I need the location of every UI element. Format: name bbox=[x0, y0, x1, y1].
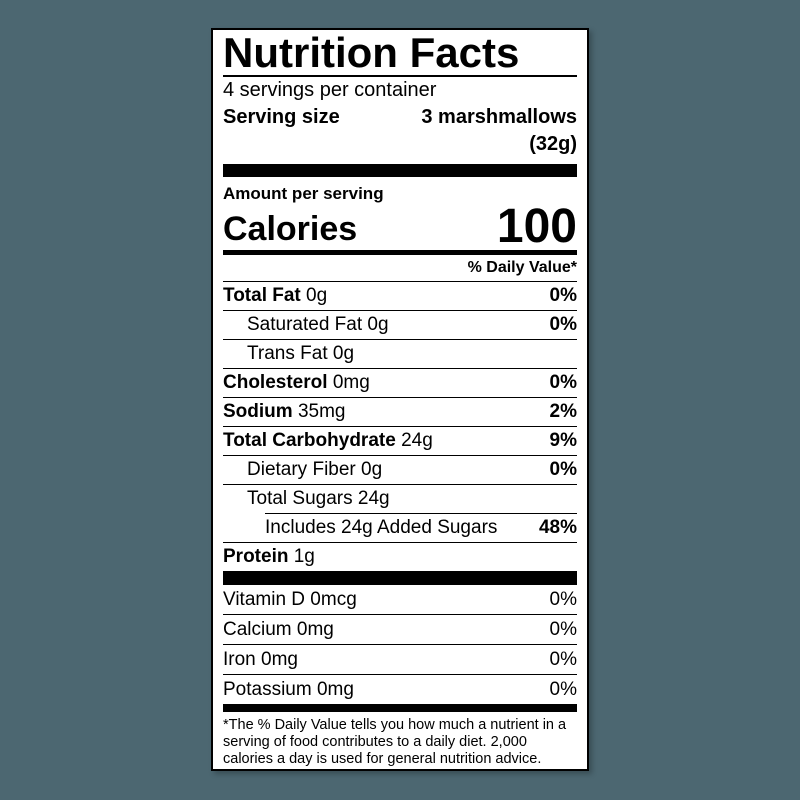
nutrient-amount: 0mg bbox=[296, 619, 334, 640]
nutrient-name: Vitamin D bbox=[223, 589, 306, 610]
nutrient-row-dietary-fiber: Dietary Fiber 0g 0% bbox=[223, 455, 577, 484]
daily-value-header: % Daily Value* bbox=[223, 255, 577, 282]
nutrient-row-saturated-fat: Saturated Fat 0g 0% bbox=[223, 310, 577, 339]
nutrient-amount: 0g bbox=[361, 459, 383, 480]
nutrient-row-sodium: Sodium 35mg 2% bbox=[223, 397, 577, 426]
nutrient-name: Trans Fat bbox=[247, 343, 328, 364]
nutrient-dv: 0% bbox=[549, 679, 577, 700]
nutrient-name: Sodium bbox=[223, 401, 293, 422]
indented-divider bbox=[265, 513, 577, 514]
nutrient-name: Potassium bbox=[223, 679, 312, 700]
title-divider bbox=[223, 75, 577, 77]
nutrient-dv: 48% bbox=[538, 517, 577, 538]
nutrient-dv: 0% bbox=[549, 649, 577, 670]
servings-per-container: 4 servings per container bbox=[223, 79, 437, 101]
nutrient-amount: 0mg bbox=[316, 679, 354, 700]
amount-per-serving-label: Amount per serving bbox=[223, 184, 384, 203]
nutrient-amount: 0mg bbox=[332, 372, 370, 393]
nutrient-name: Iron bbox=[223, 649, 256, 670]
nutrient-name: Includes 24g Added Sugars bbox=[265, 517, 498, 538]
nutrient-row-total-carbohydrate: Total Carbohydrate 24g 9% bbox=[223, 426, 577, 455]
nutrient-amount: 1g bbox=[293, 546, 315, 567]
nutrient-row-protein: Protein 1g bbox=[223, 542, 577, 571]
nutrient-dv: 9% bbox=[549, 430, 577, 451]
nutrient-dv: 0% bbox=[549, 459, 577, 480]
nutrient-name: Total Fat bbox=[223, 285, 301, 306]
nutrient-name: Calcium bbox=[223, 619, 292, 640]
nutrient-row-total-fat: Total Fat 0g 0% bbox=[223, 282, 577, 310]
serving-size-weight: (32g) bbox=[529, 133, 577, 155]
nutrient-dv: 0% bbox=[549, 372, 577, 393]
nutrient-amount: 0mcg bbox=[310, 589, 357, 610]
nutrient-row-cholesterol: Cholesterol 0mg 0% bbox=[223, 368, 577, 397]
nutrient-dv: 0% bbox=[549, 619, 577, 640]
serving-size-value: 3 marshmallows bbox=[421, 106, 577, 128]
nutrient-rows: Total Fat 0g 0% Saturated Fat 0g 0% Tran… bbox=[223, 282, 577, 571]
thick-divider-bar bbox=[223, 164, 577, 177]
nutrient-row-trans-fat: Trans Fat 0g bbox=[223, 339, 577, 368]
nutrient-amount: 0mg bbox=[261, 649, 298, 670]
nutrient-dv: 0% bbox=[549, 314, 577, 335]
medium-divider-bar bbox=[223, 250, 577, 255]
calories-value: 100 bbox=[496, 200, 577, 253]
nutrient-name: Protein bbox=[223, 546, 289, 567]
nutrient-name: Saturated Fat bbox=[247, 314, 363, 335]
micronutrient-rows: Vitamin D 0mcg 0% Calcium 0mg 0% Iron 0m… bbox=[223, 585, 577, 704]
nutrient-name: Total Sugars bbox=[247, 488, 353, 509]
nutrient-amount: 24g bbox=[401, 430, 433, 451]
nutrient-row-calcium: Calcium 0mg 0% bbox=[223, 614, 577, 644]
nutrient-row-vitamin-d: Vitamin D 0mcg 0% bbox=[223, 585, 577, 614]
nutrient-name: Cholesterol bbox=[223, 372, 328, 393]
nutrient-dv: 2% bbox=[549, 401, 577, 422]
nutrient-row-potassium: Potassium 0mg 0% bbox=[223, 674, 577, 704]
nutrient-amount: 35mg bbox=[297, 401, 346, 422]
bottom-divider-bar bbox=[223, 704, 577, 712]
nutrition-facts-label: Nutrition Facts 4 servings per container… bbox=[211, 28, 589, 771]
nutrient-amount: 0g bbox=[367, 314, 389, 335]
daily-value-footnote: *The % Daily Value tells you how much a … bbox=[223, 717, 567, 767]
nutrient-dv: 0% bbox=[549, 589, 577, 610]
nutrient-amount: 0g bbox=[332, 343, 355, 364]
thick-divider-bar bbox=[223, 571, 577, 585]
nutrient-name: Total Carbohydrate bbox=[223, 430, 396, 451]
nutrient-name: Dietary Fiber bbox=[247, 459, 356, 480]
calories-row: Calories 100 bbox=[223, 200, 577, 253]
nutrient-row-iron: Iron 0mg 0% bbox=[223, 644, 577, 674]
nutrient-row-total-sugars: Total Sugars 24g bbox=[223, 484, 577, 513]
nutrient-amount: 0g bbox=[306, 285, 328, 306]
label-title: Nutrition Facts bbox=[223, 29, 520, 76]
nutrient-dv: 0% bbox=[549, 285, 577, 306]
calories-label: Calories bbox=[223, 210, 358, 248]
nutrient-amount: 24g bbox=[357, 488, 390, 509]
serving-size-row: Serving size 3 marshmallows bbox=[223, 104, 577, 131]
nutrient-row-added-sugars: Includes 24g Added Sugars 48% bbox=[223, 514, 577, 542]
serving-size-label: Serving size bbox=[223, 106, 340, 128]
